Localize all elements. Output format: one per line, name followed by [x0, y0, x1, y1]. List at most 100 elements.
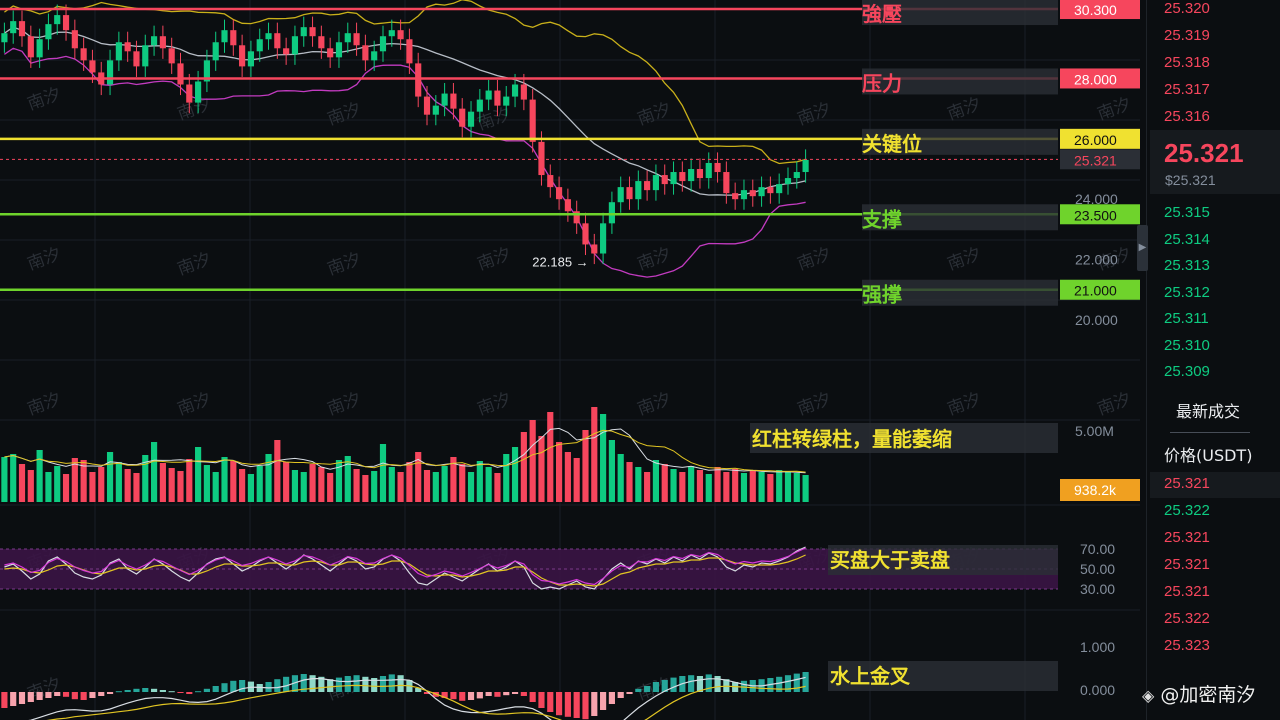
candle-body — [644, 181, 651, 191]
volume-bar — [291, 470, 299, 502]
volume-bar — [124, 469, 131, 502]
candle-body — [679, 172, 686, 182]
bid-price[interactable]: 25.311 — [1164, 310, 1209, 327]
volume-bar — [608, 440, 615, 502]
candle-body — [89, 60, 96, 73]
volume-ma-fast — [4, 427, 806, 474]
volume-bar — [784, 472, 792, 502]
candle-body — [635, 181, 642, 200]
candle-body — [71, 30, 78, 49]
bid-price[interactable]: 25.309 — [1164, 363, 1210, 380]
macd-bar — [124, 690, 131, 692]
level-value-tag — [1060, 0, 1140, 20]
trades-title[interactable]: 最新成交 — [1176, 402, 1241, 421]
trade-row-highlight — [1150, 472, 1280, 498]
macd-bar — [10, 692, 17, 706]
volume-bar — [186, 459, 193, 502]
candle-body — [538, 141, 545, 176]
candle-body — [485, 90, 492, 100]
candle-body — [256, 39, 263, 52]
volume-bar — [644, 472, 651, 502]
candle-body — [776, 184, 783, 194]
macd-bar — [617, 692, 624, 698]
trade-price[interactable]: 25.322 — [1164, 610, 1210, 627]
volume-bar — [635, 467, 642, 502]
volume-bar — [758, 472, 765, 502]
macd-bar — [203, 688, 210, 692]
volume-bar — [529, 420, 536, 502]
candle-body — [54, 15, 61, 25]
macd-annotation: 水上金叉 — [830, 664, 911, 688]
macd-bar — [230, 680, 237, 692]
level-value-tag — [1060, 279, 1140, 300]
candle-body — [309, 27, 316, 37]
candle-body — [45, 24, 52, 40]
candle-body — [582, 223, 589, 245]
trade-price[interactable]: 25.321 — [1164, 556, 1210, 573]
candle-body — [397, 30, 404, 40]
trade-price[interactable]: 25.323 — [1164, 637, 1210, 654]
volume-bar — [617, 454, 624, 502]
macd-bar — [283, 676, 290, 692]
candle-body — [265, 33, 272, 40]
macd-bar — [397, 675, 404, 692]
candle-body — [793, 172, 800, 179]
watermark: 南汐 — [635, 99, 674, 129]
volume-bar — [195, 447, 202, 502]
trade-price[interactable]: 25.322 — [1164, 502, 1210, 519]
price-axis: 24.000 22.000 20.000 30.300 28.000 26.000 23.5… — [1060, 0, 1140, 698]
macd-bar — [441, 692, 448, 698]
bid-price[interactable]: 25.313 — [1164, 257, 1210, 274]
ask-price[interactable]: 25.316 — [1164, 108, 1210, 125]
macd-bar — [547, 692, 554, 712]
watermark: 南汐 — [945, 244, 984, 274]
collapse-panel-button[interactable]: ▶ — [1137, 225, 1148, 271]
volume-bar — [1, 457, 8, 502]
macd-bar — [688, 675, 695, 692]
candle-body — [573, 211, 580, 224]
ask-price[interactable]: 25.318 — [1164, 54, 1210, 71]
candle-body — [441, 93, 448, 106]
macd-bar — [239, 680, 246, 692]
macd-bar — [274, 679, 281, 692]
last-price-box — [1150, 130, 1280, 194]
candle-body — [520, 84, 527, 100]
volume-bar — [705, 474, 712, 502]
bid-price[interactable]: 25.312 — [1164, 283, 1210, 301]
ask-price[interactable]: 25.319 — [1164, 27, 1210, 44]
macd-bar — [784, 675, 792, 692]
volume-bar — [679, 472, 686, 502]
macd-bar — [670, 677, 677, 692]
bid-price[interactable]: 25.315 — [1164, 204, 1210, 221]
candle-body — [714, 162, 721, 173]
volume-bar — [626, 462, 633, 502]
volume-bar — [89, 472, 96, 502]
trade-price[interactable]: 25.321 — [1164, 529, 1210, 546]
volume-bar — [591, 407, 598, 502]
volume-bar — [168, 468, 175, 502]
trade-price[interactable]: 25.321 — [1164, 583, 1210, 600]
volume-bar — [749, 471, 756, 502]
bid-price[interactable]: 25.314 — [1164, 230, 1210, 248]
candle-body — [705, 162, 712, 179]
macd-bar — [494, 692, 501, 697]
macd-bar — [1, 692, 8, 708]
volume-pane: 红柱转绿柱，量能萎缩 — [1, 407, 1058, 502]
volume-bar — [379, 444, 387, 502]
bid-price[interactable]: 25.310 — [1164, 336, 1210, 354]
watermark: 南汐 — [795, 244, 834, 274]
volume-bar — [670, 469, 677, 502]
volume-bar — [688, 466, 695, 502]
watermark: 南汐 — [635, 244, 674, 274]
volume-bar — [600, 414, 607, 502]
watermark: 南汐 — [325, 249, 364, 279]
trade-price[interactable]: 25.321 — [1164, 475, 1210, 492]
volume-bar — [344, 456, 351, 502]
macd-bar — [327, 679, 334, 692]
candle-body — [450, 93, 457, 109]
candle-body — [749, 190, 756, 197]
ask-price[interactable]: 25.317 — [1164, 81, 1210, 98]
ask-price[interactable]: 25.320 — [1164, 0, 1210, 17]
